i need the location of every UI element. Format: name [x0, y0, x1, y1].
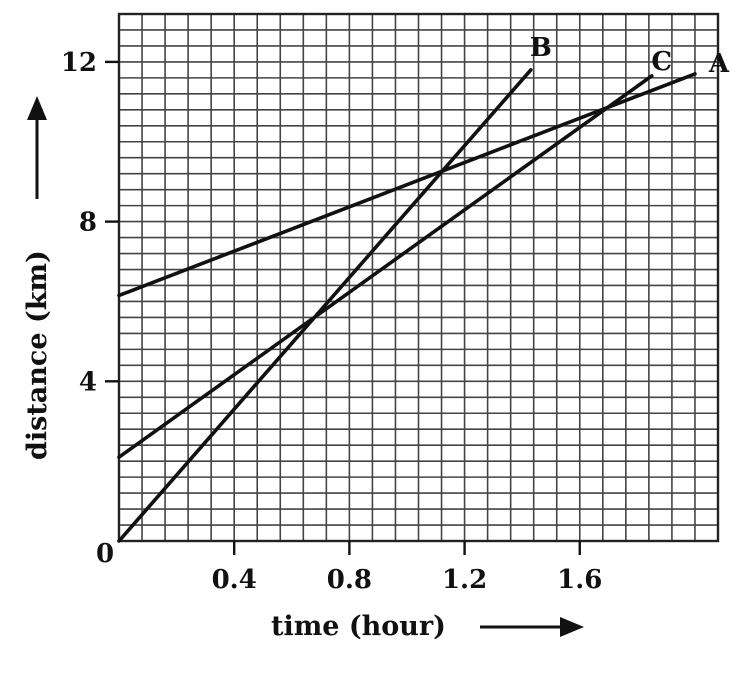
- series-label-b: B: [530, 33, 552, 63]
- y-axis-arrow-icon: [27, 96, 47, 199]
- x-axis-label: time (hour): [271, 611, 446, 642]
- x-axis-arrow-icon: [480, 617, 584, 637]
- x-tick-label: 1.2: [442, 565, 487, 595]
- series-label-c: C: [651, 47, 672, 77]
- chart-series: A B C: [117, 33, 730, 543]
- y-tick-label: 12: [61, 48, 97, 78]
- y-axis-label: distance (km): [22, 250, 53, 460]
- y-tick-label: 8: [79, 208, 97, 238]
- x-tick-label: 0.4: [212, 565, 257, 595]
- series-label-a: A: [708, 49, 730, 79]
- chart-grid: [117, 12, 720, 543]
- plot-border: [117, 12, 720, 543]
- series-line-b: [117, 68, 533, 543]
- y-tick-label: 4: [79, 367, 97, 397]
- origin-label: 0: [96, 539, 114, 569]
- chart-labels: 0.4 0.8 1.2 1.6 4 8 12: [61, 48, 603, 595]
- series-line-a: [117, 72, 697, 298]
- x-tick-label: 1.6: [557, 565, 602, 595]
- x-tick-label: 0.8: [327, 565, 372, 595]
- series-line-c: [117, 74, 654, 459]
